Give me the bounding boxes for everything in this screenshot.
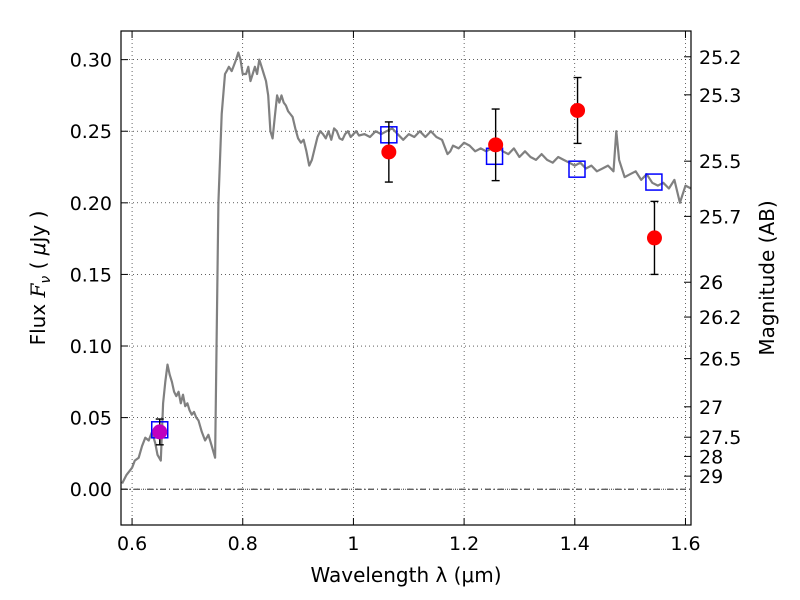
y2-tick-label: 27.5 [699,427,741,449]
observed-flux-point [381,144,397,160]
y2-tick-label: 25.5 [699,151,741,173]
y2-tick-label: 27 [699,397,723,419]
y-tick-label: 0.25 [70,121,112,143]
y-axis-label: Flux Fν ( μJy ) [26,211,54,346]
y2-tick-label: 25.2 [699,47,741,69]
y-tick-label: 0.05 [70,408,112,430]
y2-tick-label: 26.2 [699,307,741,329]
grid [121,31,691,525]
y2-tick-label: 25.7 [699,206,741,228]
y-tick-label: 0.30 [70,50,112,72]
y2-tick-label: 26 [699,272,723,294]
x-tick-label: 1.6 [670,533,700,555]
model-photometry-squares [150,126,663,439]
x-axis-ticks: 0.6 0.8 1 1.2 1.4 1.6 [117,31,701,555]
plot-frame [120,30,692,526]
x-tick-label: 1.2 [449,533,479,555]
x-tick-label: 1.4 [560,533,590,555]
y-tick-label: 0.00 [70,479,112,501]
y2-axis-label: Magnitude (AB) [755,200,779,355]
model-spectrum [121,51,692,485]
y2-tick-label: 26.5 [699,349,741,371]
x-axis-label: Wavelength λ (μm) [310,563,501,587]
observed-flux-point [152,424,168,440]
x-tick-label: 0.6 [117,533,147,555]
y2-tick-label: 28 [699,446,723,468]
model-spectrum-line [121,51,692,485]
observed-photometry [152,76,662,446]
observed-flux-point [570,102,586,118]
y2-tick-label: 25.3 [699,85,741,107]
model-square-marker [645,173,663,191]
x-tick-label: 0.8 [228,533,258,555]
model-square-marker [568,160,586,178]
y2-tick-label: 29 [699,466,723,488]
observed-flux-point [488,137,504,153]
y-tick-label: 0.15 [70,264,112,286]
observed-flux-point [646,230,662,246]
y-tick-label: 0.20 [70,193,112,215]
x-tick-label: 1 [347,533,359,555]
y-tick-label: 0.10 [70,336,112,358]
y-axis-ticks: 0.00 0.05 0.10 0.15 0.20 0.25 0.30 [70,50,128,501]
